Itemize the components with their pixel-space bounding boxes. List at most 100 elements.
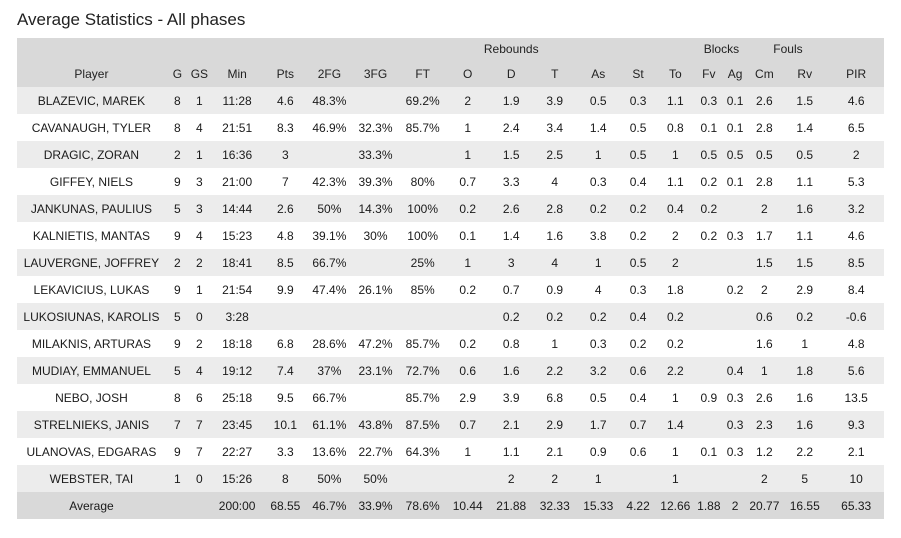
column-header-min[interactable]: Min: [209, 60, 265, 87]
column-header-to[interactable]: To: [655, 60, 696, 87]
column-header-t[interactable]: T: [533, 60, 576, 87]
stat-cell-cm: 2.8: [747, 168, 782, 195]
column-header-ft[interactable]: FT: [398, 60, 447, 87]
player-name-cell[interactable]: LUKOSIUNAS, KAROLIS: [17, 303, 166, 330]
stat-cell-pir: 8.5: [828, 249, 884, 276]
stat-cell-min: 25:18: [209, 384, 265, 411]
stat-cell-g: 9: [165, 276, 189, 303]
stat-cell-ft: 85%: [398, 276, 447, 303]
average-cell: 10.44: [446, 492, 489, 519]
column-header-d[interactable]: D: [488, 60, 534, 87]
column-header-row: Player G GS Min Pts 2FG 3FG FT O D T As St To Fv Ag Cm Rv…: [17, 60, 884, 87]
stat-cell-pir: 3.2: [828, 195, 884, 222]
column-header-as[interactable]: As: [575, 60, 621, 87]
average-cell: 33.9%: [352, 492, 399, 519]
stat-cell-pir: 4.8: [828, 330, 884, 357]
player-name-cell[interactable]: STRELNIEKS, JANIS: [17, 411, 166, 438]
player-name-cell[interactable]: KALNIETIS, MANTAS: [17, 222, 166, 249]
stat-cell-ft: 100%: [398, 195, 447, 222]
stat-cell-pir: -0.6: [828, 303, 884, 330]
stat-cell-2fg: 48.3%: [306, 87, 353, 114]
column-header-player[interactable]: Player: [17, 60, 166, 87]
stat-cell-to: 1.4: [655, 411, 696, 438]
column-header-2fg[interactable]: 2FG: [306, 60, 353, 87]
stat-cell-d: 1.5: [488, 141, 534, 168]
average-cell: 15.33: [575, 492, 621, 519]
stat-cell-pts: 4.6: [264, 87, 307, 114]
stat-cell-t: 2.2: [533, 357, 576, 384]
column-header-o[interactable]: O: [446, 60, 489, 87]
stat-cell-rv: 2.2: [781, 438, 829, 465]
stat-cell-pir: 5.3: [828, 168, 884, 195]
column-header-ag[interactable]: Ag: [722, 60, 748, 87]
stat-cell-ft: 100%: [398, 222, 447, 249]
column-header-3fg[interactable]: 3FG: [352, 60, 399, 87]
player-name-cell[interactable]: MUDIAY, EMMANUEL: [17, 357, 166, 384]
stat-cell-d: 2: [488, 465, 534, 492]
stat-cell-rv: 1: [781, 330, 829, 357]
stat-cell-g: 5: [165, 303, 189, 330]
stat-cell-gs: 1: [188, 141, 210, 168]
stat-cell-pts: 4.8: [264, 222, 307, 249]
stat-cell-t: 0.9: [533, 276, 576, 303]
stat-cell-o: 0.1: [446, 222, 489, 249]
stat-cell-to: 2.2: [655, 357, 696, 384]
stat-cell-st: 0.7: [620, 411, 656, 438]
stat-cell-ag: 0.1: [722, 168, 748, 195]
player-name-cell[interactable]: BLAZEVIC, MAREK: [17, 87, 166, 114]
player-name-cell[interactable]: JANKUNAS, PAULIUS: [17, 195, 166, 222]
column-header-fv[interactable]: Fv: [695, 60, 723, 87]
stat-cell-3fg: 43.8%: [352, 411, 399, 438]
column-header-pts[interactable]: Pts: [264, 60, 307, 87]
stat-cell-st: 0.4: [620, 303, 656, 330]
player-name-cell[interactable]: MILAKNIS, ARTURAS: [17, 330, 166, 357]
stat-cell-ag: 0.3: [722, 222, 748, 249]
stat-cell-g: 9: [165, 438, 189, 465]
stats-table: Rebounds Blocks Fouls Player G GS Min Pts 2FG…: [17, 38, 884, 519]
stat-cell-ft: 87.5%: [398, 411, 447, 438]
average-cell: 1.88: [695, 492, 723, 519]
stat-cell-g: 9: [165, 330, 189, 357]
column-header-gs[interactable]: GS: [188, 60, 210, 87]
table-row: DRAGIC, ZORAN 2 1 16:36 3 33.3% 1 1.5 2.5 1 0.5 1 0.…: [17, 141, 884, 168]
stat-cell-o: 0.2: [446, 330, 489, 357]
stat-cell-pir: 4.6: [828, 87, 884, 114]
player-name-cell[interactable]: NEBO, JOSH: [17, 384, 166, 411]
column-header-g[interactable]: G: [165, 60, 189, 87]
stat-cell-as: 0.3: [575, 168, 621, 195]
stat-cell-g: 2: [165, 249, 189, 276]
player-name-cell[interactable]: GIFFEY, NIELS: [17, 168, 166, 195]
player-name-cell[interactable]: ULANOVAS, EDGARAS: [17, 438, 166, 465]
stat-cell-2fg: 61.1%: [306, 411, 353, 438]
stat-cell-t: 2.9: [533, 411, 576, 438]
stat-cell-cm: 0.5: [747, 141, 782, 168]
column-header-cm[interactable]: Cm: [747, 60, 782, 87]
player-name-cell[interactable]: WEBSTER, TAI: [17, 465, 166, 492]
stat-cell-min: 18:41: [209, 249, 265, 276]
stat-cell-t: 3.9: [533, 87, 576, 114]
stat-cell-fv: [695, 465, 723, 492]
stat-cell-rv: 1.1: [781, 168, 829, 195]
player-name-cell[interactable]: LEKAVICIUS, LUKAS: [17, 276, 166, 303]
table-row: GIFFEY, NIELS 9 3 21:00 7 42.3% 39.3% 80% 0.7 3.3…: [17, 168, 884, 195]
table-row: LUKOSIUNAS, KAROLIS 5 0 3:28 0.2 0.2 0.2 0.4 0.2…: [17, 303, 884, 330]
stat-cell-st: 0.2: [620, 222, 656, 249]
column-header-pir[interactable]: PIR: [828, 60, 884, 87]
stat-cell-fv: [695, 249, 723, 276]
stat-cell-3fg: 23.1%: [352, 357, 399, 384]
stat-cell-ag: [722, 303, 748, 330]
stat-cell-fv: 0.2: [695, 168, 723, 195]
player-name-cell[interactable]: CAVANAUGH, TYLER: [17, 114, 166, 141]
stat-cell-pts: 3.3: [264, 438, 307, 465]
column-header-st[interactable]: St: [620, 60, 656, 87]
column-header-rv[interactable]: Rv: [781, 60, 829, 87]
average-cell: 20.77: [747, 492, 782, 519]
player-name-cell[interactable]: LAUVERGNE, JOFFREY: [17, 249, 166, 276]
stat-cell-t: 4: [533, 249, 576, 276]
stat-cell-cm: 0.6: [747, 303, 782, 330]
stat-cell-rv: 0.5: [781, 141, 829, 168]
player-name-cell[interactable]: DRAGIC, ZORAN: [17, 141, 166, 168]
stat-cell-g: 8: [165, 384, 189, 411]
stat-cell-t: 2.5: [533, 141, 576, 168]
stat-cell-cm: 2: [747, 465, 782, 492]
